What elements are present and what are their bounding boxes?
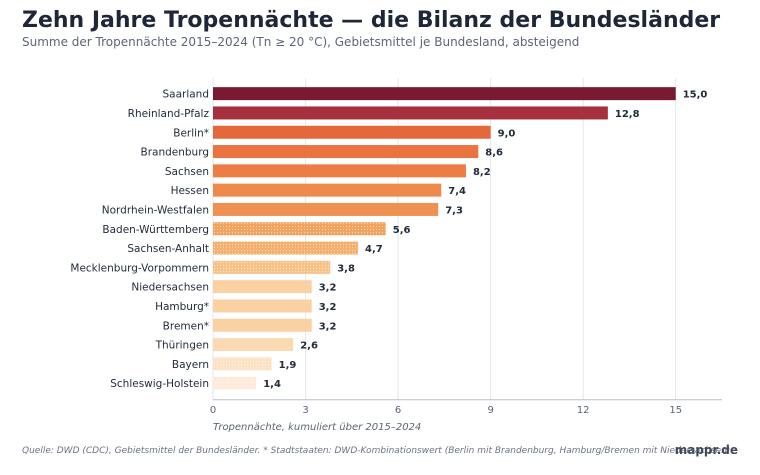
bar-bremen-[interactable] [213,318,312,332]
value-label: 3,2 [319,283,337,294]
category-label: Sachsen-Anhalt [127,243,209,255]
bar-brandenburg[interactable] [213,145,479,159]
bar-rheinland-pfalz[interactable] [213,106,608,120]
category-label: Niedersachsen [131,282,209,294]
category-label: Hessen [171,185,209,197]
x-tick-label: 3 [302,405,308,416]
x-tick-label: 15 [669,405,682,416]
value-label: 8,6 [485,148,503,159]
value-label: 3,2 [319,321,337,332]
value-label: 5,6 [393,225,411,236]
category-label: Sachsen [165,166,209,178]
value-label: 15,0 [683,90,708,101]
value-label: 7,3 [445,205,463,216]
category-labels: Saarland Rheinland-Pfalz Berlin* Brandenbur… [70,89,210,390]
value-label: 3,8 [337,263,355,274]
category-label: Rheinland-Pfalz [128,108,210,120]
bar-sachsen-anhalt[interactable] [213,241,358,255]
category-label: Schleswig-Holstein [110,378,209,390]
x-axis: 0 3 6 9 12 15 Tropennächte, kumuliert über 201… [210,399,722,433]
category-label: Bayern [172,359,209,371]
value-label: 1,4 [263,379,281,390]
chart-title: Zehn Jahre Tropennächte — die Bilanz der… [22,8,721,33]
x-tick-label: 12 [577,405,590,416]
category-label: Berlin* [173,127,209,139]
bars [213,87,676,390]
category-label: Hamburg* [155,301,209,313]
bar-saarland[interactable] [213,87,676,101]
category-label: Saarland [162,89,209,101]
category-label: Thüringen [155,340,209,352]
category-label: Bremen* [163,320,209,332]
bar-berlin-[interactable] [213,125,491,139]
bar-hamburg-[interactable] [213,299,312,313]
value-label: 7,4 [448,186,466,197]
value-label: 8,2 [473,167,491,178]
value-label: 3,2 [319,302,337,313]
bar-niedersachsen[interactable] [213,280,312,294]
bar-nordrhein-westfalen[interactable] [213,202,439,216]
category-label: Mecklenburg-Vorpommern [70,262,209,274]
category-label: Nordrhein-Westfalen [102,204,209,216]
x-tick-label: 9 [487,405,493,416]
x-tick-label: 6 [395,405,401,416]
bar-thüringen[interactable] [213,338,294,352]
source-note: Quelle: DWD (CDC), Gebietsmittel der Bun… [22,446,734,456]
chart-subtitle: Summe der Tropennächte 2015–2024 (Tn ≥ 2… [22,35,580,49]
value-label: 2,6 [300,341,318,352]
bar-hessen[interactable] [213,183,442,197]
category-label: Brandenburg [140,147,209,159]
value-label: 12,8 [615,109,640,120]
bar-bayern[interactable] [213,357,272,371]
bar-baden-württemberg[interactable] [213,222,386,236]
value-label: 9,0 [498,128,516,139]
value-labels: 15,012,89,08,68,27,47,35,64,73,83,23,23,… [263,90,708,390]
brand-logo[interactable]: mappr.de [674,443,738,457]
category-label: Baden-Württemberg [102,224,209,236]
bar-mecklenburg-vorpommern[interactable] [213,260,331,274]
x-axis-label: Tropennächte, kumuliert über 2015–2024 [213,422,421,433]
x-tick-label: 0 [210,405,216,416]
bar-sachsen[interactable] [213,164,466,178]
value-label: 1,9 [279,360,297,371]
bar-schleswig-holstein[interactable] [213,376,257,390]
value-label: 4,7 [365,244,383,255]
